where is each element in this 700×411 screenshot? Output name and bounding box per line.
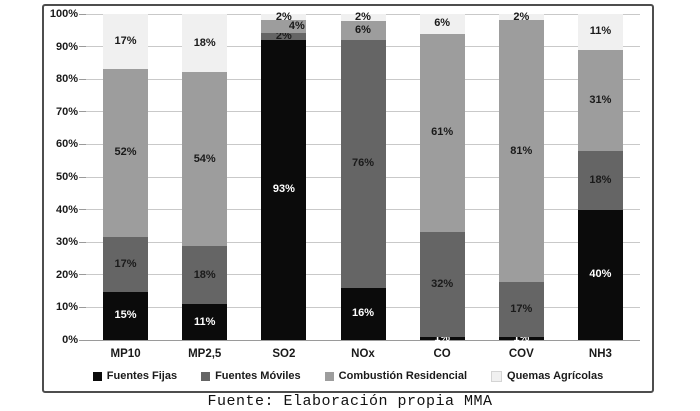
legend-item: Combustión Residencial (324, 370, 468, 382)
y-axis-tick-label: 30% (55, 236, 78, 249)
bar-value-label: 32% (431, 278, 454, 291)
bar-segment (577, 14, 623, 50)
bar-value-label: 11% (589, 25, 612, 38)
bar-value-label: 18% (193, 268, 216, 281)
x-axis-category-label: NH3 (588, 348, 612, 360)
bar-value-label: 11% (193, 315, 216, 328)
bar-segment (340, 20, 386, 41)
y-axis-tick-label: 80% (55, 73, 78, 86)
bar-segment (182, 246, 228, 305)
bar-segment (340, 40, 386, 288)
y-axis-tick-label: 0% (62, 334, 78, 346)
bar-value-label: 4% (288, 20, 305, 33)
bar-value-label: 6% (355, 23, 371, 36)
bar-segment (261, 20, 307, 34)
bar-segment (340, 287, 386, 340)
bar-value-label: 15% (114, 309, 137, 322)
bar-value-label: 61% (431, 126, 454, 139)
bar-value-label: 31% (589, 93, 612, 106)
bar-segment (498, 281, 544, 337)
x-axis-category-label: MP10 (110, 348, 141, 360)
y-axis-tick (79, 176, 86, 178)
y-axis-tick (79, 143, 86, 145)
y-axis-tick (79, 306, 86, 308)
bar-value-label: 17% (114, 34, 137, 47)
x-axis-category-label: SO2 (272, 348, 296, 360)
y-axis-tick (79, 78, 86, 80)
y-axis-tick (79, 274, 86, 276)
legend-label: Fuentes Móviles (215, 370, 301, 382)
bar-value-label: 18% (193, 36, 216, 49)
legend-swatch-icon (324, 371, 334, 381)
y-axis-tick-label: 10% (55, 301, 78, 314)
y-axis-tick (79, 209, 86, 211)
bar-value-label: 2% (513, 10, 530, 23)
legend-swatch-icon (491, 370, 503, 382)
bar-segment (419, 33, 465, 233)
bar-value-label: 17% (510, 302, 533, 315)
y-axis-tick (79, 111, 86, 113)
bar-segment (419, 232, 465, 337)
bar-value-label: 40% (589, 268, 612, 281)
x-axis-category-label: COV (508, 348, 534, 360)
bar-segment (261, 39, 307, 340)
bar-segment (498, 20, 544, 282)
bar-segment (340, 14, 386, 21)
x-axis-category-label: NOx (351, 348, 375, 360)
legend-label: Combustión Residencial (338, 370, 468, 382)
y-axis-tick (79, 339, 86, 341)
bar-segment (419, 14, 465, 34)
legend-swatch-icon (201, 371, 211, 381)
y-axis-tick-label: 60% (55, 138, 78, 151)
bar-segment (577, 49, 623, 151)
bar-value-label: 6% (434, 17, 451, 30)
bar-value-label: 76% (351, 157, 375, 170)
y-axis-tick (79, 241, 86, 243)
bar-value-label: 52% (114, 146, 137, 159)
chart-caption: Fuente: Elaboración propia MMA (207, 393, 493, 410)
chart-frame: 0% 10% 20% 30% 40% 50% 60% 70% 80% 90% 100% 15% 17% 5… (42, 4, 654, 393)
y-axis-tick (79, 13, 86, 15)
bar-segment (103, 236, 149, 292)
bar-segment (182, 14, 228, 73)
bar-segment (103, 68, 149, 237)
bar-value-label: 17% (114, 257, 137, 270)
y-axis-tick-label: 50% (55, 171, 78, 183)
bar-value-label: 16% (351, 307, 375, 320)
bar-segment (577, 209, 623, 340)
bar-value-label: 18% (589, 173, 612, 186)
bar-segment (577, 150, 623, 210)
legend-swatch-icon (92, 371, 102, 381)
bar-segment (498, 336, 544, 340)
bar-value-label: 2% (275, 10, 292, 23)
bar-segment (261, 33, 307, 40)
bar-segment (103, 14, 149, 69)
bar-value-label: 54% (193, 152, 216, 165)
bar-value-label: 93% (272, 183, 295, 196)
bar-segment (419, 336, 465, 340)
bar-segment (498, 14, 544, 21)
x-axis-category-label: CO (433, 348, 451, 360)
x-axis-category-label: MP2,5 (188, 348, 222, 360)
y-axis-tick-label: 20% (55, 268, 78, 281)
legend: Fuentes Fijas Fuentes Móviles Combustión R… (44, 368, 652, 384)
y-axis-tick-label: 90% (55, 40, 78, 53)
bar-segment (103, 291, 149, 340)
legend-label: Fuentes Fijas (106, 370, 178, 382)
legend-item: Fuentes Móviles (201, 370, 301, 382)
y-axis-tick-label: 40% (55, 203, 78, 216)
legend-item: Quemas Agrícolas (491, 370, 603, 382)
bar-value-label: 2% (355, 10, 371, 23)
legend-item: Fuentes Fijas (92, 370, 178, 382)
bar-segment (182, 72, 228, 247)
y-axis-tick (79, 46, 86, 48)
legend-label: Quemas Agrícolas (507, 370, 604, 382)
y-axis-tick-label: 100% (49, 8, 78, 20)
bar-segment (261, 14, 307, 21)
y-axis-tick-label: 70% (55, 105, 78, 118)
bar-segment (182, 304, 228, 340)
bar-value-label: 81% (510, 144, 533, 157)
x-axis-line (86, 339, 640, 341)
